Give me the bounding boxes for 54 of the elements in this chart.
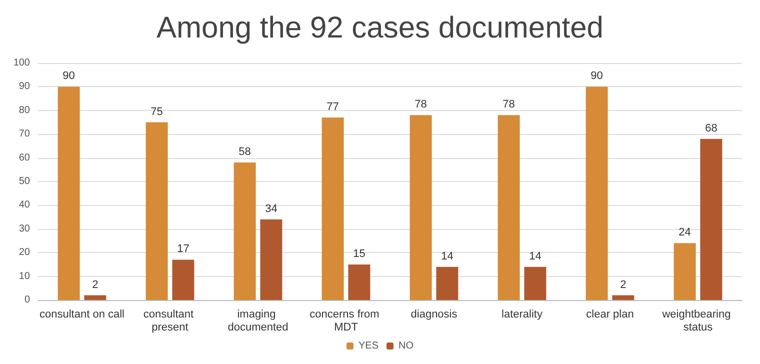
data-label: 2 (92, 278, 98, 291)
bar (234, 162, 256, 300)
y-tick-label: 0 (24, 294, 30, 306)
bar (172, 260, 194, 300)
x-tick-label: consultant present (143, 308, 197, 334)
data-label: 90 (62, 70, 75, 82)
chart-title: Among the 92 cases documented (156, 12, 604, 44)
bar (524, 266, 546, 300)
legend-label: YES (358, 340, 379, 352)
bar (58, 86, 80, 300)
bar (410, 115, 432, 300)
y-tick-label: 40 (18, 200, 30, 211)
x-tick-label: concerns from MDT (310, 308, 382, 334)
bar (260, 219, 282, 300)
bar (586, 86, 608, 300)
data-label: 14 (441, 250, 454, 262)
x-tick-label: laterality (502, 308, 543, 320)
y-tick-label: 90 (18, 81, 30, 92)
y-tick-label: 70 (18, 128, 30, 140)
bar (612, 295, 634, 300)
bar (84, 295, 106, 300)
x-tick-label: clear plan (586, 308, 634, 320)
y-tick-label: 100 (13, 58, 30, 68)
data-label: 78 (414, 98, 427, 111)
y-tick-label: 50 (18, 176, 30, 187)
bar (322, 118, 344, 300)
y-tick-label: 80 (18, 104, 30, 116)
data-label: 14 (529, 250, 542, 262)
data-label: 2 (620, 278, 626, 291)
data-label: 90 (590, 70, 603, 82)
y-tick-label: 30 (18, 223, 30, 234)
bar (348, 264, 370, 300)
data-label: 75 (150, 106, 163, 118)
x-tick-label: imaging documented (228, 308, 288, 334)
x-tick-label: diagnosis (410, 308, 458, 320)
legend-label: NO (398, 340, 414, 352)
data-label: 68 (705, 122, 718, 134)
x-tick-label: weightbearing status (661, 308, 734, 334)
y-tick-label: 60 (18, 152, 30, 164)
bar (674, 243, 696, 300)
x-tick-label: consultant on call (40, 308, 124, 320)
bar (146, 122, 168, 300)
data-label: 34 (265, 202, 278, 215)
data-label: 78 (502, 98, 515, 111)
y-tick-label: 20 (18, 247, 30, 258)
y-tick-label: 10 (18, 270, 30, 282)
data-label: 17 (177, 243, 190, 256)
bar (498, 115, 520, 300)
data-label: 77 (326, 101, 339, 114)
bar (700, 138, 722, 300)
bar (436, 266, 458, 300)
data-label: 15 (353, 248, 366, 260)
data-label: 24 (678, 226, 691, 239)
data-label: 58 (238, 146, 251, 158)
